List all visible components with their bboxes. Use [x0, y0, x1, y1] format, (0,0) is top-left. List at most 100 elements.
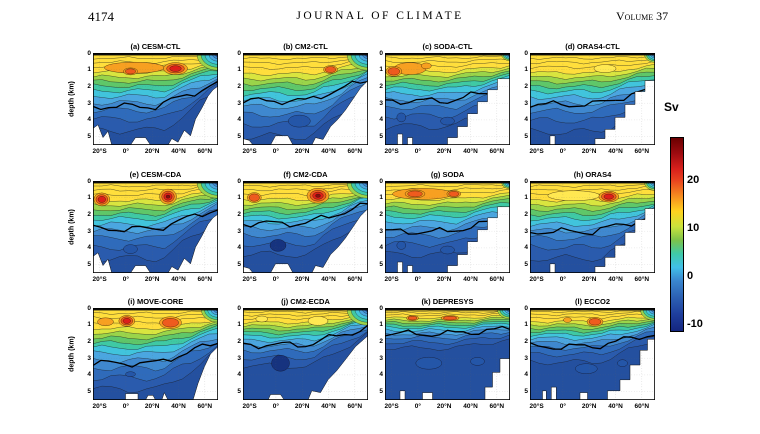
colorbar-unit-label: Sv [664, 100, 679, 114]
x-tick-label: 20°N [436, 403, 452, 410]
x-tick-label: 60°N [489, 276, 505, 283]
x-tick-label: 0° [122, 276, 129, 283]
x-tick-label: 40°N [321, 403, 336, 410]
y-tick-label: 5 [379, 388, 383, 396]
x-tick-label: 0° [559, 148, 566, 155]
y-tick-label: 1 [237, 194, 241, 202]
contour-panel-f [243, 181, 368, 273]
y-tick-label: 0 [87, 177, 91, 185]
y-tick-label: 5 [524, 133, 528, 141]
y-tick-label: 5 [87, 261, 91, 269]
x-tick-label: 60°N [634, 276, 650, 283]
y-tick-label: 0 [87, 304, 91, 312]
x-tick-label: 20°N [581, 276, 597, 283]
x-tick-label: 0° [414, 276, 421, 283]
y-tick-label: 4 [524, 116, 528, 124]
y-tick-label: 1 [87, 66, 91, 74]
y-tick-label: 2 [379, 211, 383, 218]
y-tick-label: 2 [379, 338, 383, 345]
panel-title-l: (l) ECCO2 [574, 297, 610, 306]
x-tick-label: 20°S [384, 403, 399, 410]
y-tick-label: 0 [524, 304, 528, 312]
y-tick-label: 3 [237, 354, 241, 362]
y-tick-label: 4 [524, 244, 528, 252]
x-tick-label: 20°S [92, 276, 107, 283]
x-tick-label: 20°N [144, 276, 160, 283]
y-tick-label: 2 [379, 83, 383, 90]
contour-plot [385, 53, 510, 145]
contour-plot [385, 308, 510, 400]
x-tick-label: 60°N [634, 148, 650, 155]
x-tick-label: 60°N [634, 403, 650, 410]
x-tick-label: 20°N [436, 276, 452, 283]
x-tick-label: 0° [559, 276, 566, 283]
y-tick-label: 1 [237, 66, 241, 74]
colorbar-tick-label: 0 [687, 270, 694, 282]
x-tick-label: 40°N [608, 148, 623, 155]
contour-plot [93, 53, 218, 145]
y-tick-label: 4 [237, 244, 241, 252]
colorbar-tick-label: -10 [687, 318, 703, 331]
y-tick-label: 4 [237, 116, 241, 124]
contour-plot [530, 181, 655, 273]
x-tick-label: 0° [272, 403, 279, 410]
x-tick-label: 0° [272, 276, 279, 283]
contour-plot [243, 53, 368, 145]
contour-plot [243, 181, 368, 273]
y-tick-label: 3 [237, 99, 241, 107]
x-tick-label: 20°S [384, 148, 399, 155]
y-tick-label: 4 [379, 244, 383, 252]
y-tick-label: 0 [237, 177, 241, 185]
y-tick-label: 5 [87, 388, 91, 396]
contour-panel-e [93, 181, 218, 273]
x-tick-label: 40°N [608, 276, 623, 283]
panel-title-j: (j) CM2-ECDA [281, 297, 330, 306]
x-tick-label: 0° [122, 148, 129, 155]
y-tick-label: 4 [87, 371, 91, 379]
y-tick-label: 1 [237, 321, 241, 329]
y-tick-label: 5 [237, 261, 241, 269]
panel-title-h: (h) ORAS4 [573, 170, 612, 179]
journal-title: JOURNAL OF CLIMATE [296, 10, 464, 22]
x-tick-label: 0° [122, 403, 129, 410]
colorbar-tick-label: 10 [687, 221, 700, 234]
x-tick-label: 20°S [384, 276, 399, 283]
y-tick-label: 4 [524, 371, 528, 379]
x-tick-label: 40°N [463, 276, 478, 283]
y-tick-label: 0 [87, 49, 91, 57]
x-tick-label: 0° [414, 148, 421, 155]
contour-panel-a [93, 53, 218, 145]
y-tick-label: 5 [237, 133, 241, 141]
x-tick-label: 20°S [92, 148, 107, 155]
contour-panel-l [530, 308, 655, 400]
y-tick-label: 3 [379, 227, 383, 235]
contour-plot [243, 308, 368, 400]
y-tick-label: 2 [524, 83, 528, 90]
colorbar-tick-label: 20 [687, 173, 700, 186]
x-tick-label: 20°N [581, 403, 597, 410]
panel-title-a: (a) CESM-CTL [130, 42, 181, 51]
y-tick-label: 0 [379, 177, 383, 185]
x-tick-label: 60°N [197, 403, 213, 410]
y-tick-label: 5 [524, 388, 528, 396]
y-tick-label: 1 [524, 321, 528, 329]
x-tick-label: 40°N [463, 403, 478, 410]
x-tick-label: 0° [559, 403, 566, 410]
x-tick-label: 20°S [529, 403, 544, 410]
contour-panel-h [530, 181, 655, 273]
y-tick-label: 5 [379, 261, 383, 269]
y-tick-label: 2 [87, 83, 91, 90]
y-tick-label: 3 [237, 227, 241, 235]
y-tick-label: 4 [379, 371, 383, 379]
volume-label: Volume 37 [616, 9, 669, 23]
x-tick-label: 20°S [242, 148, 257, 155]
x-tick-label: 40°N [171, 403, 186, 410]
y-tick-label: 2 [524, 211, 528, 218]
colorbar-gradient [670, 137, 684, 332]
x-tick-label: 20°S [242, 276, 257, 283]
y-tick-label: 1 [379, 321, 383, 329]
contour-plot [93, 308, 218, 400]
y-tick-label: 3 [524, 227, 528, 235]
x-tick-label: 60°N [347, 276, 363, 283]
